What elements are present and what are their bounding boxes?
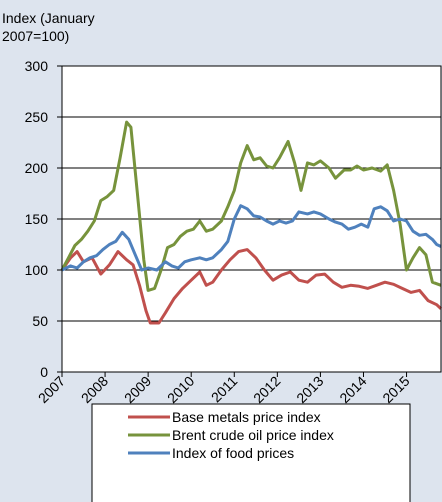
y-tick-label: 250 — [25, 109, 49, 125]
series-line — [60, 248, 442, 325]
legend-label: Brent crude oil price index — [172, 427, 334, 443]
y-tick-label: 0 — [40, 364, 48, 380]
plot-border — [61, 65, 442, 373]
y-axis-title: Index (January 2007=100) — [2, 10, 95, 44]
x-tick-label: 2014 — [336, 373, 369, 406]
x-tick-label: 2011 — [208, 373, 241, 406]
y-tick-label: 100 — [25, 262, 49, 278]
series-line — [60, 120, 442, 292]
x-tick-label: 2015 — [379, 373, 412, 406]
x-tick-label: 2009 — [121, 373, 154, 406]
y-tick-label: 50 — [32, 313, 48, 329]
x-tick-label: 2010 — [164, 373, 197, 406]
y-tick-label: 150 — [25, 211, 49, 227]
series-line — [61, 204, 442, 272]
legend-label: Index of food prices — [172, 445, 294, 461]
y-tick-label: 200 — [25, 160, 49, 176]
x-tick-label: 2012 — [250, 373, 283, 406]
x-tick-label: 2013 — [293, 373, 326, 406]
x-tick-label: 2008 — [78, 373, 111, 406]
legend-label: Base metals price index — [172, 409, 321, 425]
y-tick-label: 300 — [25, 58, 49, 74]
